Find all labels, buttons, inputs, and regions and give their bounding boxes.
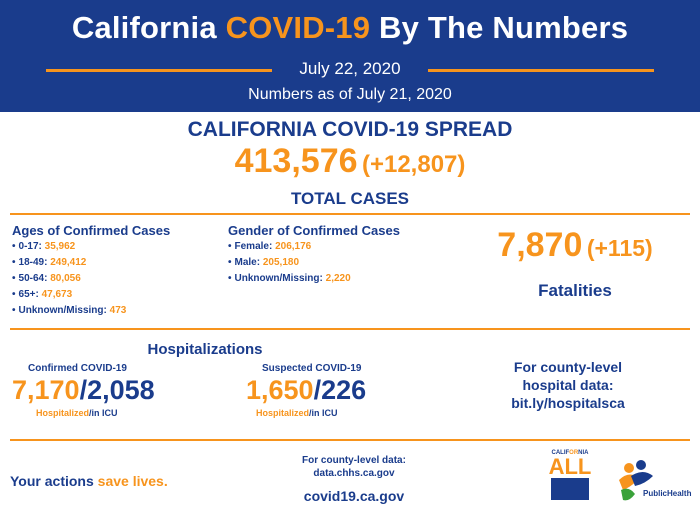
confirmed-caption: Confirmed COVID-19 bbox=[28, 363, 127, 374]
actions-tagline: Your actions save lives. bbox=[10, 473, 168, 489]
suspected-numbers: 1,650/226 bbox=[246, 375, 367, 405]
list-item: • 65+: 47,673 bbox=[12, 289, 73, 300]
county-hospital-line1: For county-level bbox=[513, 359, 623, 375]
spread-heading: CALIFORNIA COVID-19 SPREAD bbox=[187, 118, 513, 141]
list-item: • 50-64: 80,056 bbox=[12, 273, 81, 284]
hospitals-link[interactable]: bit.ly/hospitalsca bbox=[511, 395, 625, 411]
logo-box bbox=[551, 478, 589, 500]
ages-list: • 0-17: 35,962 • 18-49: 249,412 • 50-64: 80… bbox=[12, 239, 126, 319]
report-date: July 22, 2020 bbox=[299, 59, 401, 78]
confirmed-subtitle: Hospitalized/in ICU bbox=[36, 408, 118, 418]
county-data-link[interactable]: data.chhs.ca.gov bbox=[313, 468, 395, 479]
fatalities-value: 7,870 bbox=[497, 226, 583, 264]
covid-site-link[interactable]: covid19.ca.gov bbox=[303, 488, 405, 504]
public-health-logo: PublicHealth bbox=[615, 456, 695, 511]
list-item: • Male: 205,180 bbox=[228, 257, 300, 268]
fatalities-delta: (+115) bbox=[586, 235, 653, 261]
public-health-icon bbox=[619, 460, 653, 501]
suspected-subtitle: Hospitalized/in ICU bbox=[256, 408, 338, 418]
list-item: • Unknown/Missing: 2,220 bbox=[228, 273, 351, 284]
county-data-info: For county-level data: data.chhs.ca.gov bbox=[274, 454, 434, 480]
fatalities-label: Fatalities bbox=[538, 281, 612, 300]
title-text: California bbox=[71, 10, 226, 45]
list-item: • 18-49: 249,412 bbox=[12, 257, 87, 268]
hospitalizations-title: Hospitalizations bbox=[147, 341, 263, 358]
county-hospital-info: For county-level hospital data: bit.ly/h… bbox=[488, 358, 648, 412]
divider-right bbox=[428, 69, 654, 72]
california-all-logo: CALIFORNIA ALL bbox=[545, 450, 595, 510]
total-cases-value: 413,576 bbox=[234, 142, 358, 180]
list-item: • Unknown/Missing: 473 bbox=[12, 305, 127, 316]
list-item: • Female: 206,176 bbox=[228, 241, 312, 252]
section-divider bbox=[10, 213, 690, 215]
county-data-line1: For county-level data: bbox=[302, 455, 406, 466]
divider-left bbox=[46, 69, 272, 72]
total-cases-label: TOTAL CASES bbox=[290, 189, 410, 208]
section-divider bbox=[10, 328, 690, 330]
public-health-text: PublicHealth bbox=[643, 489, 692, 498]
section-divider bbox=[10, 439, 690, 441]
fatalities-line: 7,870 (+115) bbox=[470, 226, 680, 265]
county-hospital-line2: hospital data: bbox=[522, 377, 614, 393]
all-wordmark: ALL bbox=[548, 454, 592, 479]
suspected-caption: Suspected COVID-19 bbox=[262, 363, 362, 374]
as-of-date: Numbers as of July 21, 2020 bbox=[248, 86, 452, 103]
total-cases-line: 413,576 (+12,807) bbox=[0, 142, 700, 181]
total-cases-delta: (+12,807) bbox=[361, 151, 466, 178]
title-highlight: COVID-19 bbox=[225, 10, 371, 45]
header-banner: California COVID-19 By The Numbers July … bbox=[0, 0, 700, 112]
page-title: California COVID-19 By The Numbers bbox=[0, 10, 700, 46]
gender-list: • Female: 206,176 • Male: 205,180 • Unknown… bbox=[228, 239, 351, 287]
ages-title: Ages of Confirmed Cases bbox=[12, 223, 171, 238]
confirmed-numbers: 7,170/2,058 bbox=[12, 375, 155, 405]
list-item: • 0-17: 35,962 bbox=[12, 241, 76, 252]
title-text-end: By The Numbers bbox=[370, 10, 629, 45]
gender-title: Gender of Confirmed Cases bbox=[228, 223, 400, 238]
